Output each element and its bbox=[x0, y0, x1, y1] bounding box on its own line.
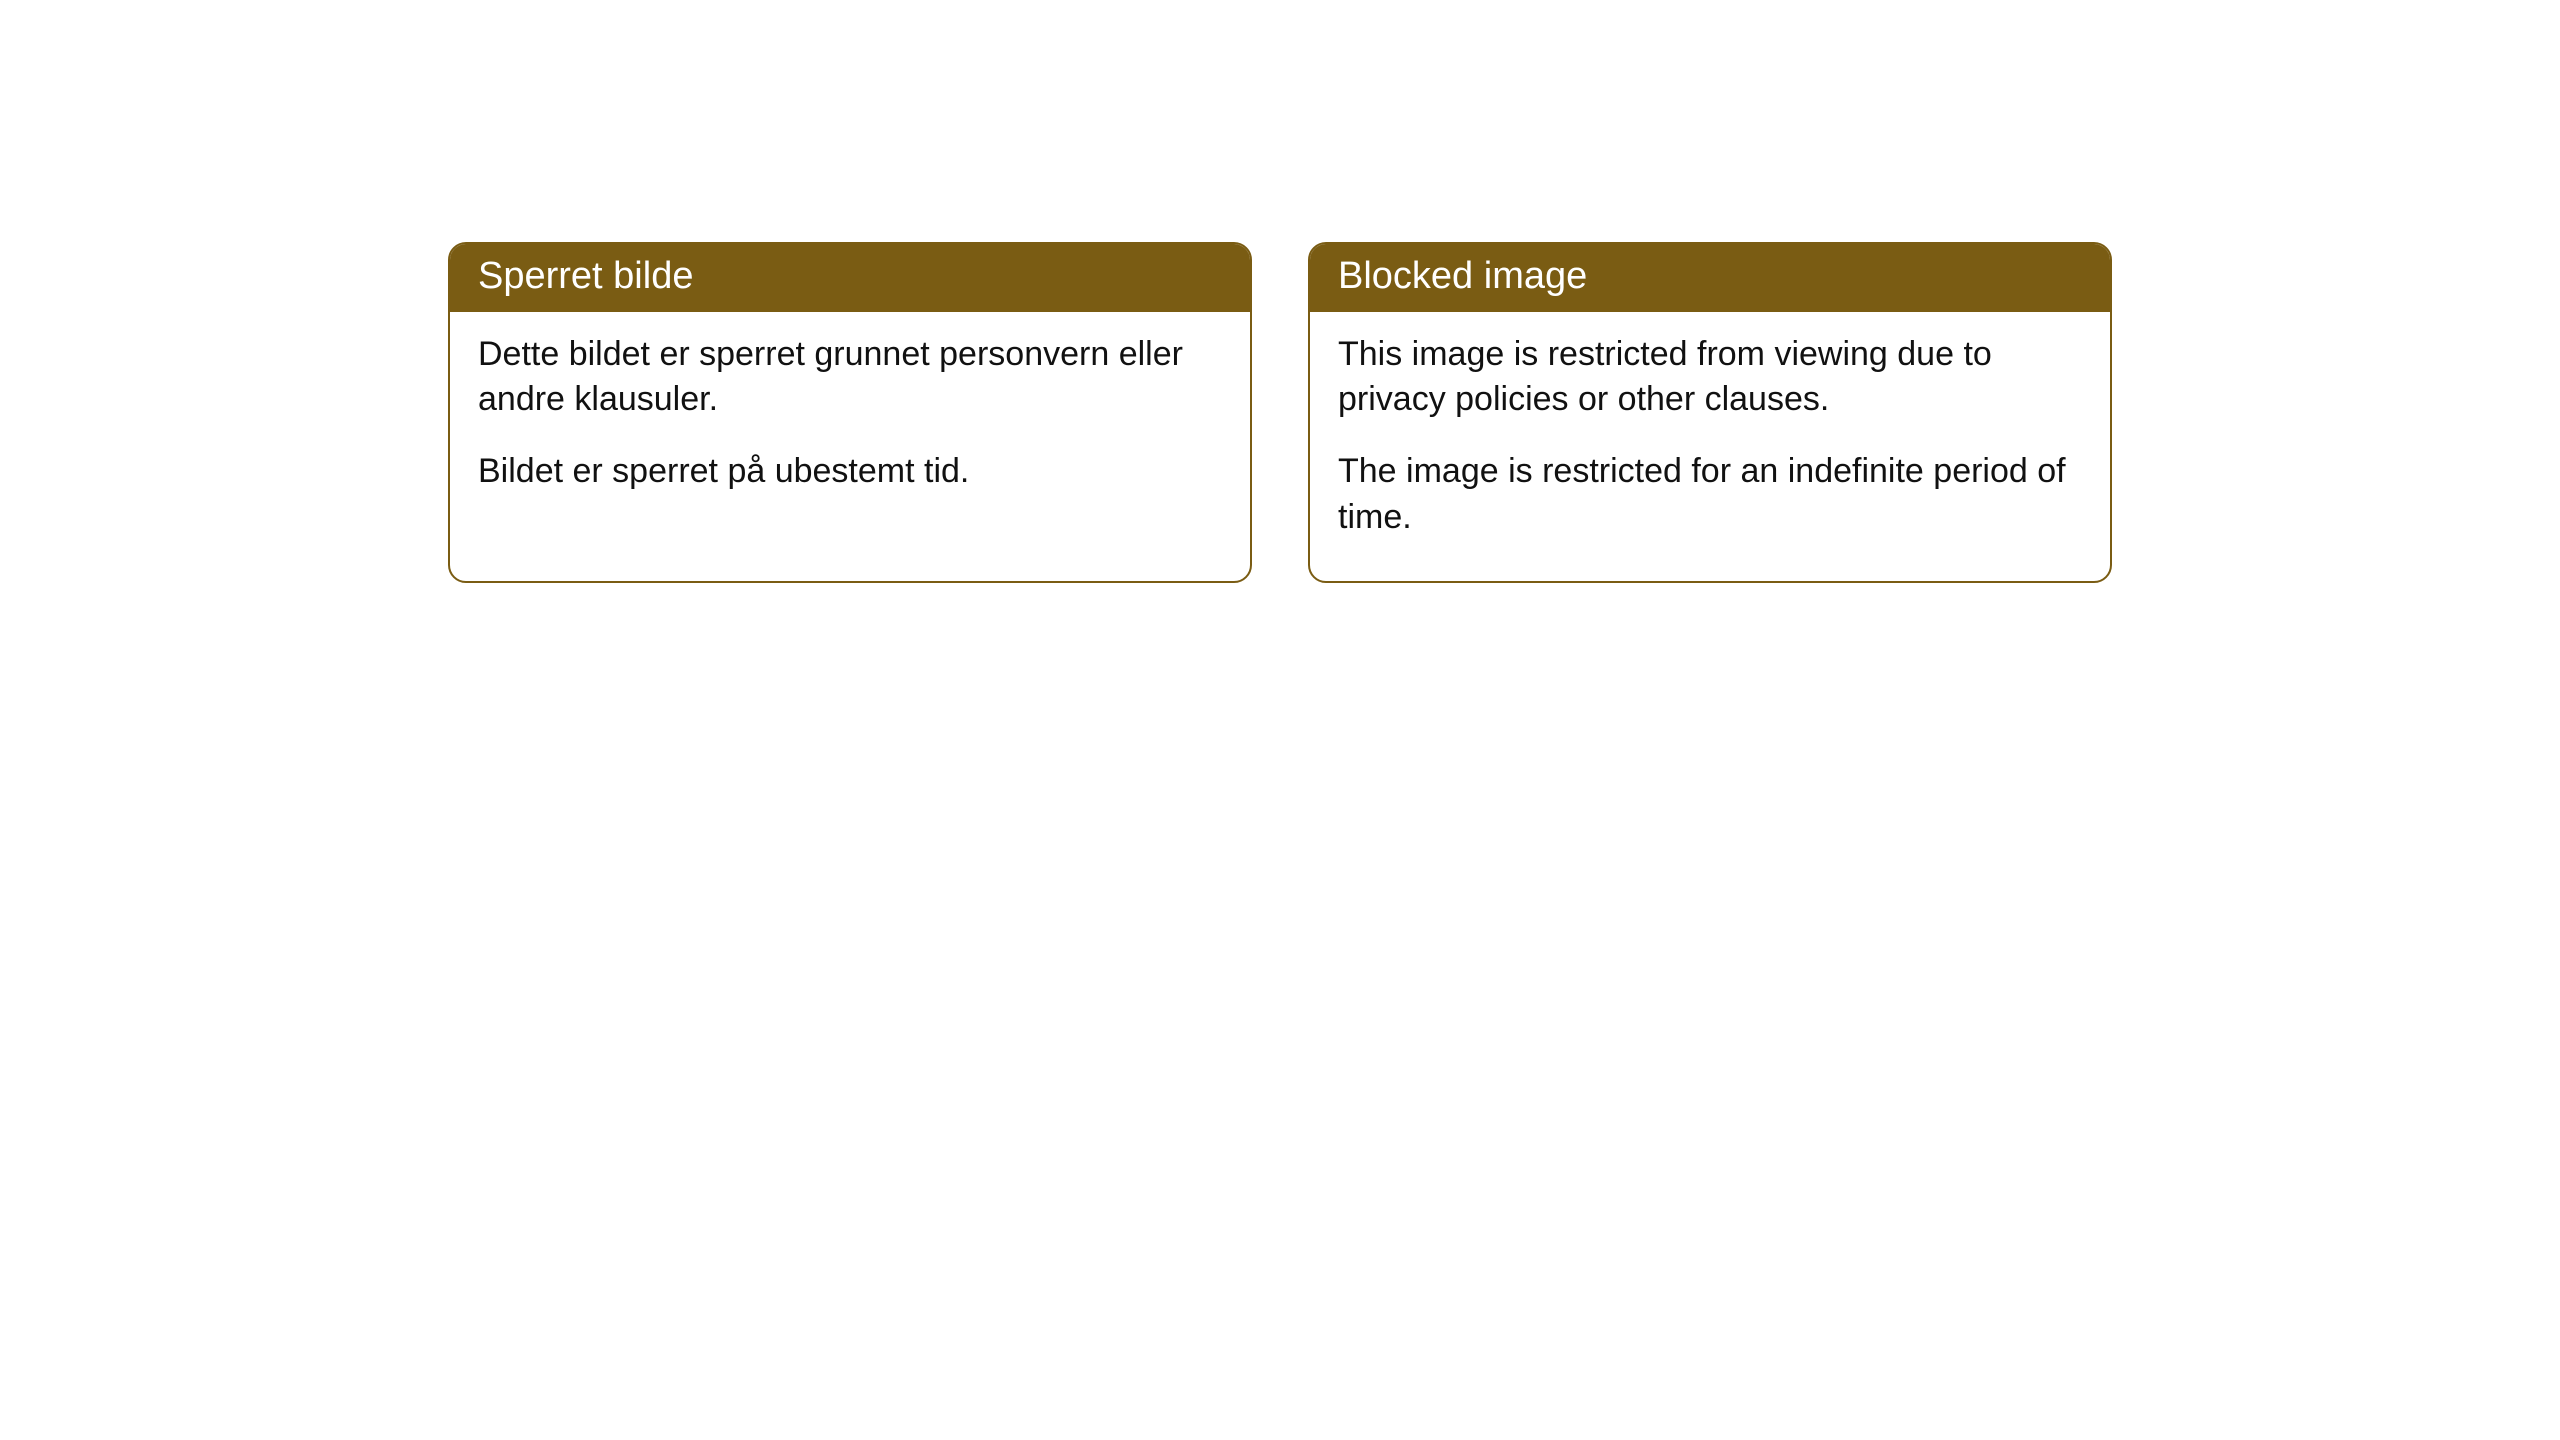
card-header: Sperret bilde bbox=[450, 244, 1250, 312]
card-header: Blocked image bbox=[1310, 244, 2110, 312]
notice-cards-container: Sperret bilde Dette bildet er sperret gr… bbox=[448, 242, 2112, 583]
card-body: Dette bildet er sperret grunnet personve… bbox=[450, 312, 1250, 536]
card-title: Blocked image bbox=[1338, 255, 1587, 297]
card-body: This image is restricted from viewing du… bbox=[1310, 312, 2110, 582]
card-paragraph: Bildet er sperret på ubestemt tid. bbox=[478, 449, 1222, 495]
card-paragraph: This image is restricted from viewing du… bbox=[1338, 332, 2082, 424]
card-title: Sperret bilde bbox=[478, 255, 693, 297]
notice-card-english: Blocked image This image is restricted f… bbox=[1308, 242, 2112, 583]
card-paragraph: The image is restricted for an indefinit… bbox=[1338, 449, 2082, 541]
card-paragraph: Dette bildet er sperret grunnet personve… bbox=[478, 332, 1222, 424]
notice-card-norwegian: Sperret bilde Dette bildet er sperret gr… bbox=[448, 242, 1252, 583]
